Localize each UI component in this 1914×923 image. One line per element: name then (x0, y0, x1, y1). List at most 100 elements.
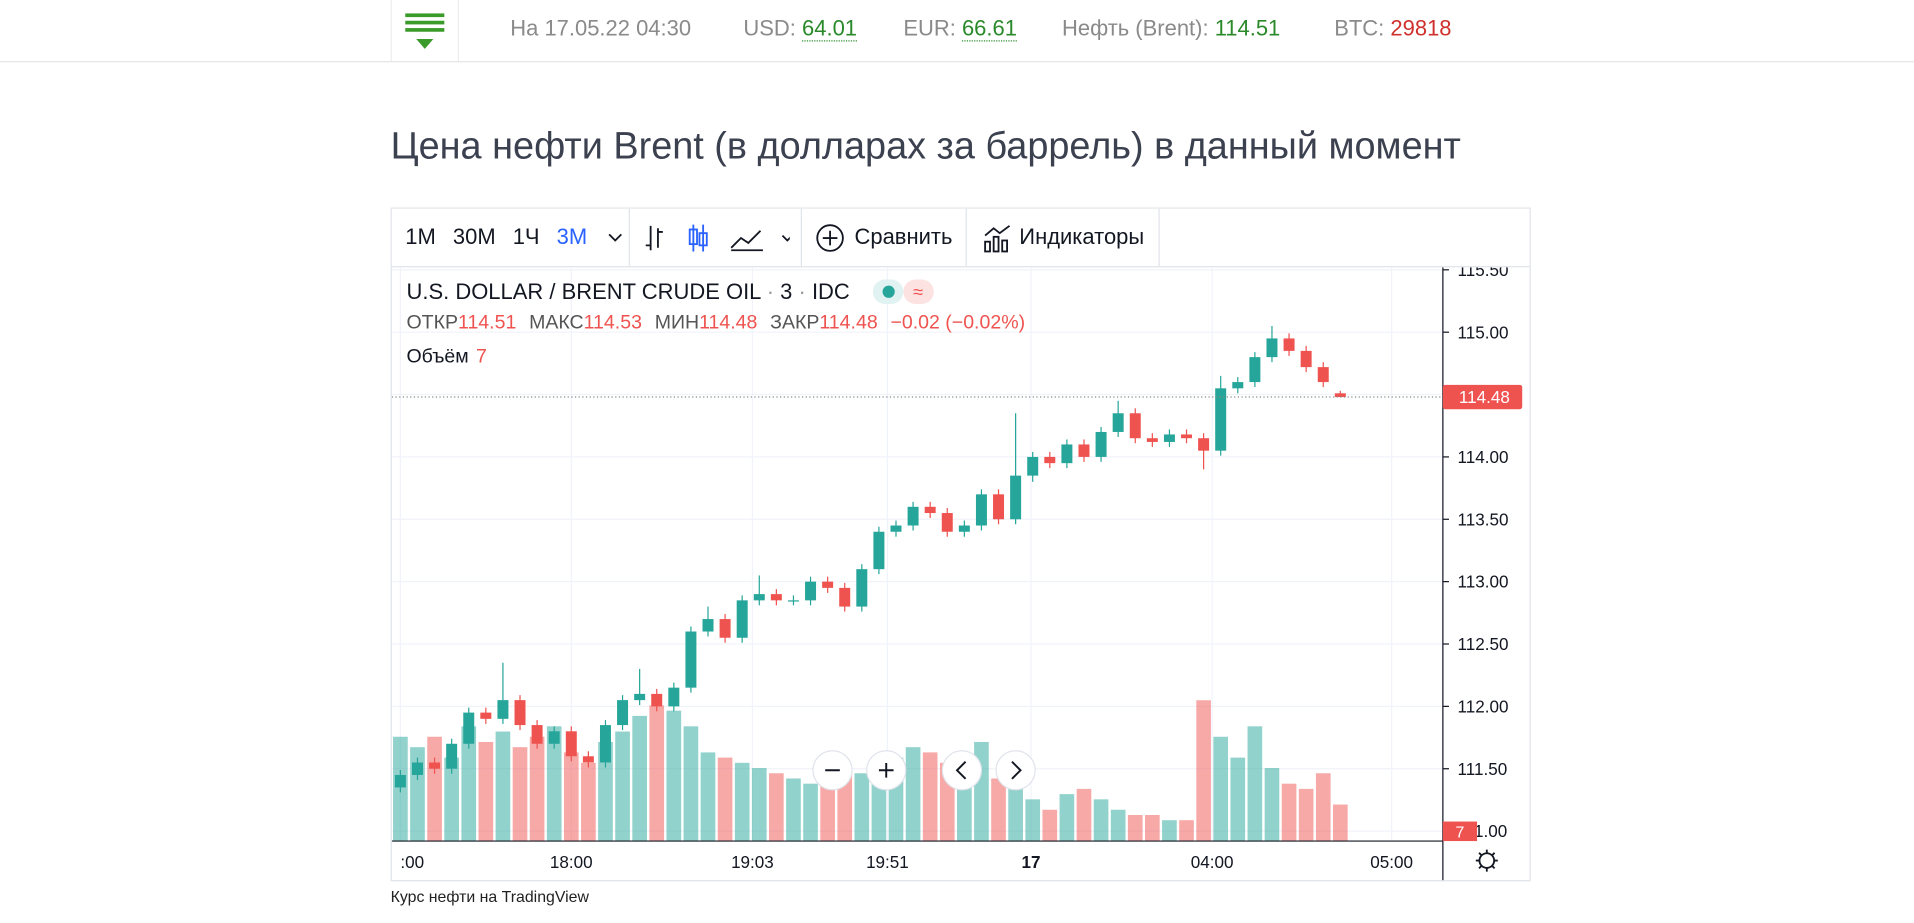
volume-value: 7 (476, 346, 487, 368)
separator (965, 208, 967, 267)
nav-button[interactable] (941, 750, 983, 791)
exchange: IDC (811, 279, 850, 304)
y-tick-label: 113.50 (1458, 510, 1509, 529)
volume-bar (700, 752, 716, 842)
separator (800, 208, 802, 267)
volume-bar (1059, 794, 1075, 842)
volume-bar (854, 773, 870, 842)
chart: 111.00111.50112.00112.50113.00113.50114.… (391, 261, 1523, 881)
menu-button[interactable] (390, 0, 459, 62)
y-tick-label: 111.50 (1458, 760, 1508, 779)
volume-bar (683, 726, 699, 842)
settings-icon (1478, 852, 1483, 857)
rate-label: Нефть (Brent): (1062, 15, 1209, 41)
ohlc-value: 114.48 (819, 312, 878, 334)
candle-body (1198, 438, 1210, 451)
x-tick-label: 18:00 (550, 853, 593, 872)
volume-bar (1281, 783, 1297, 842)
toolbar: 1М 30М 1Ч 3М Сравнить Индикаторы (391, 208, 1530, 268)
status-pill: ≈ (873, 279, 935, 304)
candle-body (531, 725, 543, 744)
candle-body (1266, 338, 1278, 358)
candle-body (668, 687, 680, 707)
volume-bar (734, 762, 750, 842)
compare-button[interactable]: Сравнить (854, 224, 953, 250)
volume-bar (717, 757, 733, 842)
volume-bar (581, 762, 596, 842)
candle-body (497, 700, 509, 719)
candle-body (890, 525, 902, 532)
x-tick-label: 19:03 (731, 853, 774, 872)
candle-body (446, 743, 458, 769)
candle-body (907, 506, 919, 526)
candle-body (839, 587, 851, 607)
interval-button[interactable]: 30М (452, 224, 496, 250)
candle-body (599, 725, 611, 763)
ohlc-label: ЗАКР (770, 312, 820, 334)
footer-link[interactable]: Курс нефти на TradingView (390, 887, 589, 906)
interval-dropdown[interactable] (607, 228, 624, 245)
last-price-label: 114.48 (1459, 388, 1510, 407)
candle-body (1044, 456, 1056, 464)
volume-bar (632, 715, 647, 842)
y-tick-label: 112.50 (1458, 635, 1509, 654)
date: На 17.05.22 04:30 (510, 15, 692, 41)
candle-body (1163, 434, 1175, 442)
rate-value[interactable]: 66.61 (961, 15, 1017, 42)
change: −0.02 (−0.02%) (890, 312, 1026, 334)
candle-body (617, 700, 629, 726)
candle-body (1129, 413, 1141, 439)
volume-bar (1196, 700, 1211, 842)
candle-body (548, 731, 560, 744)
last-price-box (1442, 384, 1523, 410)
plot (393, 325, 1348, 842)
candle-body (1283, 338, 1295, 351)
indicators-button[interactable]: Индикаторы (1019, 224, 1145, 250)
volume-bar (512, 747, 528, 842)
separator (628, 208, 630, 267)
rate-value: 114.51 (1214, 15, 1281, 41)
candle-body (1010, 475, 1022, 520)
candle-body (702, 619, 714, 632)
x-tick-label: :00 (400, 853, 424, 872)
volume-bar (1110, 809, 1126, 842)
volume-bar (615, 731, 630, 842)
right-icon (1011, 761, 1022, 780)
svg-text:≈: ≈ (913, 281, 923, 302)
volume-bar (1247, 726, 1263, 842)
volume-bar (529, 736, 545, 842)
rate-value[interactable]: 64.01 (802, 15, 858, 42)
candle-body (1317, 367, 1329, 383)
volume-bar (598, 741, 613, 842)
candle-body (685, 631, 697, 688)
ohlc-label: МИН (654, 312, 700, 334)
candle-body (1027, 456, 1039, 476)
chart-type-buttons[interactable] (643, 223, 790, 252)
candle-body (958, 525, 970, 532)
top-bar: На 17.05.22 04:30 USD: 64.01 EUR: 66.61 … (0, 0, 1914, 63)
candle-body (394, 774, 406, 788)
candle-body (463, 712, 475, 744)
volume-bar (786, 778, 801, 842)
rate-btc: BTC: 29818 (1334, 16, 1451, 42)
volume-bar (1008, 788, 1023, 842)
volume-bar (769, 773, 784, 842)
menu-icon (405, 13, 445, 49)
candle-body (1300, 350, 1312, 368)
settings-button[interactable] (1478, 852, 1496, 869)
nav-button[interactable] (995, 750, 1036, 791)
candle-body (565, 731, 577, 757)
volume-bar (1093, 799, 1109, 842)
ohlc-label: МАКС (529, 312, 584, 334)
interval-button[interactable]: 1М (405, 224, 436, 250)
candle-body (1232, 382, 1244, 389)
candle-body (1215, 388, 1227, 451)
candle-body (480, 712, 492, 719)
y-tick-label: 113.00 (1458, 573, 1509, 592)
volume-bar (666, 710, 682, 842)
volume-bar (1298, 788, 1314, 842)
interval-button[interactable]: 3М (556, 224, 588, 250)
interval-button[interactable]: 1Ч (512, 224, 540, 250)
candle-body (1095, 431, 1107, 457)
